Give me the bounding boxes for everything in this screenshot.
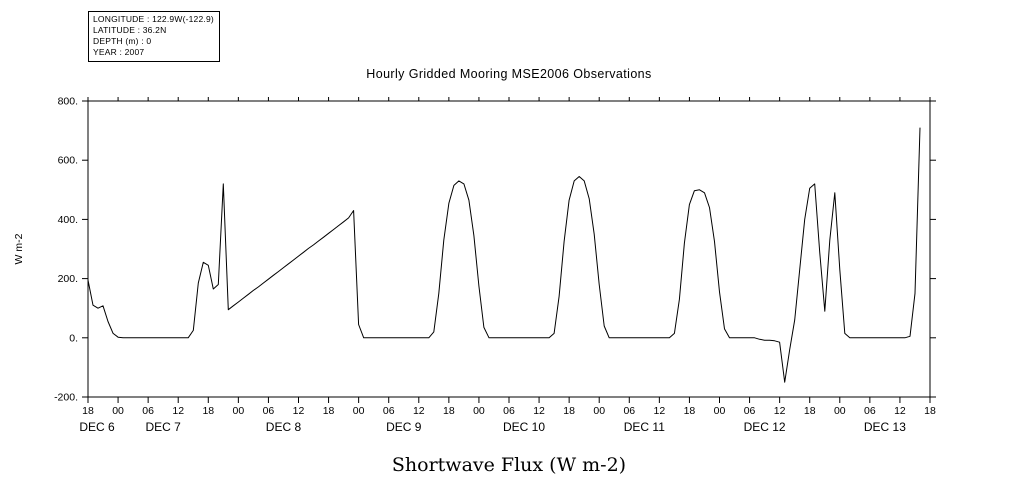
date-label: DEC 7 (146, 420, 182, 434)
date-label: DEC 8 (266, 420, 302, 434)
x-tick-label: 18 (563, 405, 575, 417)
x-tick-label: 06 (864, 405, 876, 417)
year-label: YEAR : 2007 (93, 47, 145, 58)
y-tick-label: 200. (58, 273, 78, 285)
y-tick-label: 800. (58, 96, 78, 108)
x-tick-label: 06 (623, 405, 635, 417)
metadata-box: LONGITUDE : 122.9W(-122.9) LATITUDE : 36… (88, 11, 220, 63)
x-tick-label: 18 (684, 405, 696, 417)
x-tick-label: 00 (714, 405, 726, 417)
date-label: DEC 9 (386, 420, 422, 434)
date-label: DEC 12 (744, 420, 786, 434)
x-tick-label: 06 (263, 405, 275, 417)
longitude-label: LONGITUDE : 122.9W(-122.9) (93, 14, 214, 24)
x-tick-label: 06 (383, 405, 395, 417)
x-tick-label: 12 (293, 405, 305, 417)
flux-line (87, 127, 921, 383)
y-tick-label: 600. (58, 155, 78, 167)
depth-label: DEPTH (m) : 0 (93, 36, 152, 47)
date-label: DEC 10 (503, 420, 545, 434)
x-tick-label: 06 (744, 405, 756, 417)
chart-title: Hourly Gridded Mooring MSE2006 Observati… (366, 67, 652, 81)
date-label: DEC 13 (864, 420, 906, 434)
x-tick-label: 12 (533, 405, 545, 417)
x-tick-label: 18 (924, 405, 936, 417)
x-tick-label: 00 (112, 405, 124, 417)
x-tick-label: 12 (413, 405, 425, 417)
x-axis-caption: Shortwave Flux (W m-2) (391, 454, 627, 476)
x-tick-label: 00 (473, 405, 485, 417)
y-tick-label: 400. (58, 214, 78, 226)
x-tick-label: 00 (353, 405, 365, 417)
x-tick-label: 18 (202, 405, 214, 417)
date-label: DEC 11 (624, 420, 665, 434)
x-tick-label: 00 (834, 405, 846, 417)
x-tick-label: 12 (894, 405, 906, 417)
x-tick-label: 18 (804, 405, 816, 417)
x-tick-label: 18 (443, 405, 455, 417)
x-tick-label: 00 (233, 405, 245, 417)
x-tick-label: 00 (593, 405, 605, 417)
date-label: DEC 6 (79, 420, 115, 434)
x-tick-label: 06 (142, 405, 154, 417)
latitude-label: LATITUDE : 36.2N (93, 25, 167, 36)
x-tick-label: 12 (774, 405, 786, 417)
x-tick-label: 18 (82, 405, 94, 417)
y-tick-label: -200. (54, 392, 78, 404)
plot-frame (87, 100, 931, 398)
x-tick-label: 12 (172, 405, 184, 417)
x-tick-label: 18 (323, 405, 335, 417)
x-tick-label: 06 (503, 405, 515, 417)
y-tick-label: 0. (69, 332, 78, 344)
x-tick-label: 12 (654, 405, 666, 417)
y-axis-label: W m-2 (13, 233, 25, 264)
